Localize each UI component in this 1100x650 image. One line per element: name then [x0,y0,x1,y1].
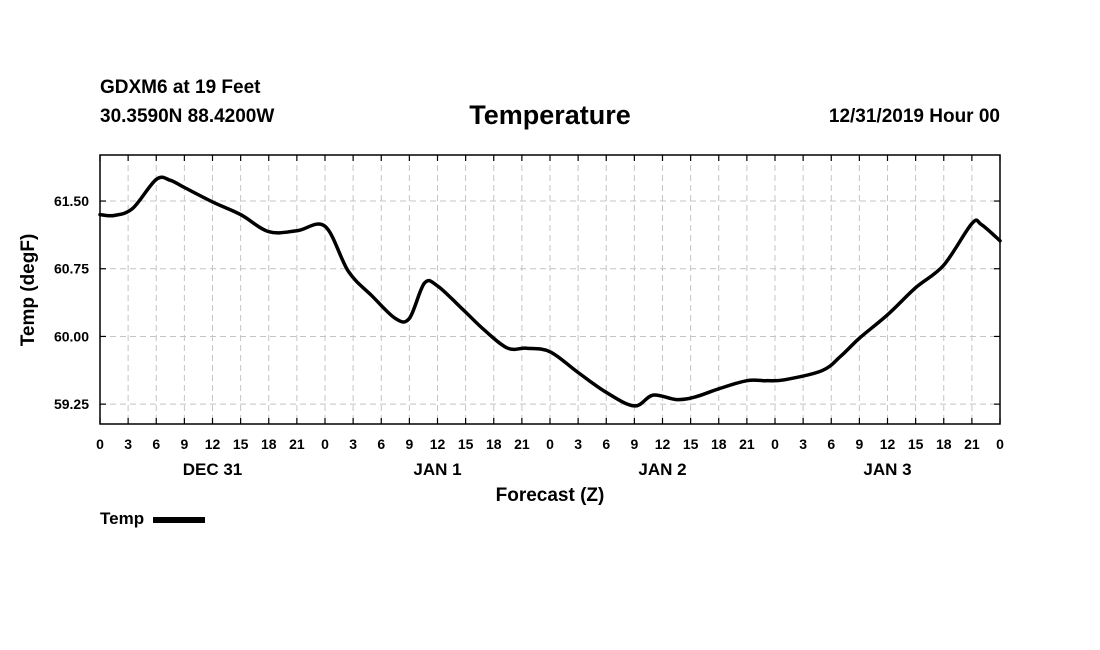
axis-ticks [99,155,1001,424]
x-day-label: JAN 3 [863,460,911,479]
y-tick-label: 61.50 [54,193,89,209]
x-tick-label: 0 [771,436,779,452]
x-tick-label: 18 [936,436,952,452]
x-tick-label: 15 [683,436,699,452]
x-tick-label: 9 [855,436,863,452]
x-tick-label: 21 [514,436,530,452]
x-tick-label: 18 [711,436,727,452]
x-tick-label: 21 [964,436,980,452]
x-tick-label: 15 [908,436,924,452]
x-day-label: JAN 2 [638,460,686,479]
x-tick-label: 12 [880,436,896,452]
temp-series-line [98,175,1002,408]
x-tick-label: 6 [827,436,835,452]
grid-lines [100,155,1000,424]
x-tick-label: 3 [124,436,132,452]
x-tick-label: 12 [205,436,221,452]
chart-title: Temperature [469,100,631,130]
x-tick-label: 21 [289,436,305,452]
x-tick-label: 3 [349,436,357,452]
x-tick-label: 15 [233,436,249,452]
run-time-label: 12/31/2019 Hour 00 [828,106,1000,127]
x-tick-label: 12 [430,436,446,452]
x-tick-label: 12 [655,436,671,452]
x-tick-label: 9 [180,436,188,452]
station-label: GDXM6 at 19 Feet [100,77,261,98]
legend: Temp [100,509,206,529]
y-tick-label: 60.00 [54,328,89,344]
legend-label-temp: Temp [100,509,145,528]
x-day-label: JAN 1 [413,460,461,479]
x-tick-label: 0 [996,436,1004,452]
y-tick-label: 59.25 [54,396,89,412]
x-axis-title: Forecast (Z) [496,485,605,506]
x-tick-label: 0 [96,436,104,452]
x-tick-label: 3 [574,436,582,452]
x-tick-label: 3 [799,436,807,452]
legend-swatch-temp [153,517,206,523]
y-tick-label: 60.75 [54,261,89,277]
x-day-label: DEC 31 [183,460,243,479]
axis-labels: 0 3 6 9 12 15 18 21 0 3 6 9 12 15 18 21 0 3 6 9 12 15 18 21 0 3 6 9… [54,193,1004,479]
x-tick-label: 18 [261,436,277,452]
x-tick-label: 6 [377,436,385,452]
x-tick-label: 18 [486,436,502,452]
x-tick-label: 9 [630,436,638,452]
x-tick-label: 6 [152,436,160,452]
coordinates-label: 30.3590N 88.4200W [100,106,275,127]
x-tick-label: 6 [602,436,610,452]
x-tick-label: 15 [458,436,474,452]
x-tick-label: 21 [739,436,755,452]
x-tick-label: 0 [546,436,554,452]
x-tick-label: 9 [405,436,413,452]
y-axis-title: Temp (degF) [18,234,39,347]
x-tick-label: 0 [321,436,329,452]
